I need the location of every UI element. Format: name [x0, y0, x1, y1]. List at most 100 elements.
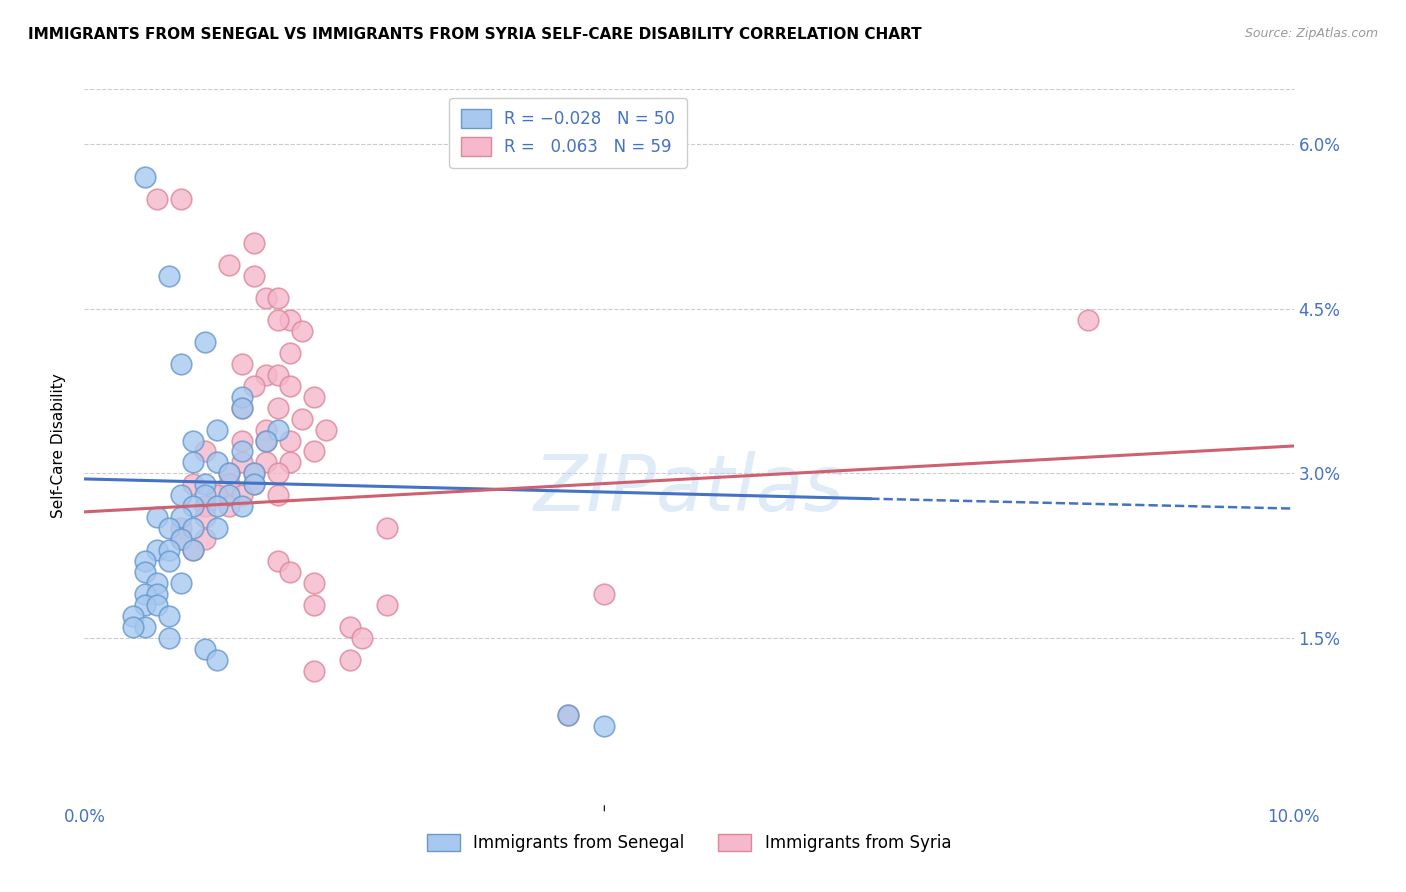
Point: [146, 598, 169, 612]
Point: [1077, 312, 1099, 326]
Point: [254, 368, 277, 382]
Point: [218, 488, 240, 502]
Point: [181, 455, 204, 469]
Point: [278, 434, 301, 448]
Point: [194, 642, 217, 657]
Point: [207, 488, 229, 502]
Point: [242, 477, 264, 491]
Point: [278, 312, 301, 326]
Point: [302, 664, 325, 678]
Point: [557, 708, 579, 723]
Point: [278, 378, 301, 392]
Point: [267, 312, 290, 326]
Point: [254, 455, 277, 469]
Point: [278, 566, 301, 580]
Point: [242, 477, 264, 491]
Point: [181, 543, 204, 558]
Point: [291, 324, 314, 338]
Point: [194, 500, 217, 514]
Point: [134, 554, 156, 568]
Point: [170, 533, 193, 547]
Y-axis label: Self-Care Disability: Self-Care Disability: [51, 374, 66, 518]
Point: [194, 488, 217, 502]
Point: [231, 401, 253, 415]
Point: [242, 467, 264, 481]
Point: [207, 521, 229, 535]
Point: [157, 543, 180, 558]
Point: [218, 467, 240, 481]
Point: [146, 510, 169, 524]
Point: [181, 477, 204, 491]
Point: [218, 467, 240, 481]
Point: [242, 235, 264, 250]
Point: [267, 488, 290, 502]
Point: [194, 510, 217, 524]
Point: [207, 653, 229, 667]
Point: [157, 631, 180, 645]
Point: [278, 455, 301, 469]
Text: IMMIGRANTS FROM SENEGAL VS IMMIGRANTS FROM SYRIA SELF-CARE DISABILITY CORRELATIO: IMMIGRANTS FROM SENEGAL VS IMMIGRANTS FR…: [28, 27, 922, 42]
Point: [134, 587, 156, 601]
Point: [170, 488, 193, 502]
Point: [375, 521, 398, 535]
Legend: Immigrants from Senegal, Immigrants from Syria: Immigrants from Senegal, Immigrants from…: [420, 827, 957, 859]
Point: [194, 444, 217, 458]
Point: [242, 268, 264, 283]
Point: [231, 455, 253, 469]
Point: [375, 598, 398, 612]
Point: [593, 719, 616, 733]
Point: [121, 620, 143, 634]
Point: [267, 467, 290, 481]
Point: [302, 598, 325, 612]
Point: [134, 566, 156, 580]
Point: [207, 423, 229, 437]
Point: [231, 357, 253, 371]
Point: [231, 401, 253, 415]
Point: [557, 708, 579, 723]
Point: [134, 598, 156, 612]
Point: [339, 653, 361, 667]
Point: [218, 258, 240, 272]
Point: [267, 554, 290, 568]
Point: [157, 554, 180, 568]
Point: [267, 423, 290, 437]
Point: [207, 500, 229, 514]
Point: [146, 576, 169, 591]
Point: [194, 334, 217, 349]
Point: [302, 390, 325, 404]
Point: [181, 500, 204, 514]
Point: [146, 192, 169, 206]
Point: [242, 467, 264, 481]
Point: [181, 521, 204, 535]
Point: [146, 543, 169, 558]
Point: [134, 620, 156, 634]
Point: [194, 477, 217, 491]
Point: [170, 510, 193, 524]
Point: [278, 345, 301, 359]
Text: Source: ZipAtlas.com: Source: ZipAtlas.com: [1244, 27, 1378, 40]
Point: [157, 268, 180, 283]
Text: ZIPatlas: ZIPatlas: [533, 450, 845, 527]
Point: [339, 620, 361, 634]
Point: [231, 434, 253, 448]
Point: [254, 423, 277, 437]
Point: [218, 477, 240, 491]
Point: [157, 521, 180, 535]
Point: [170, 521, 193, 535]
Point: [302, 576, 325, 591]
Point: [170, 357, 193, 371]
Point: [194, 533, 217, 547]
Point: [231, 390, 253, 404]
Point: [267, 368, 290, 382]
Point: [207, 455, 229, 469]
Point: [134, 169, 156, 184]
Point: [181, 434, 204, 448]
Point: [267, 401, 290, 415]
Point: [593, 587, 616, 601]
Point: [218, 500, 240, 514]
Point: [254, 291, 277, 305]
Point: [254, 434, 277, 448]
Point: [170, 576, 193, 591]
Point: [231, 444, 253, 458]
Point: [267, 291, 290, 305]
